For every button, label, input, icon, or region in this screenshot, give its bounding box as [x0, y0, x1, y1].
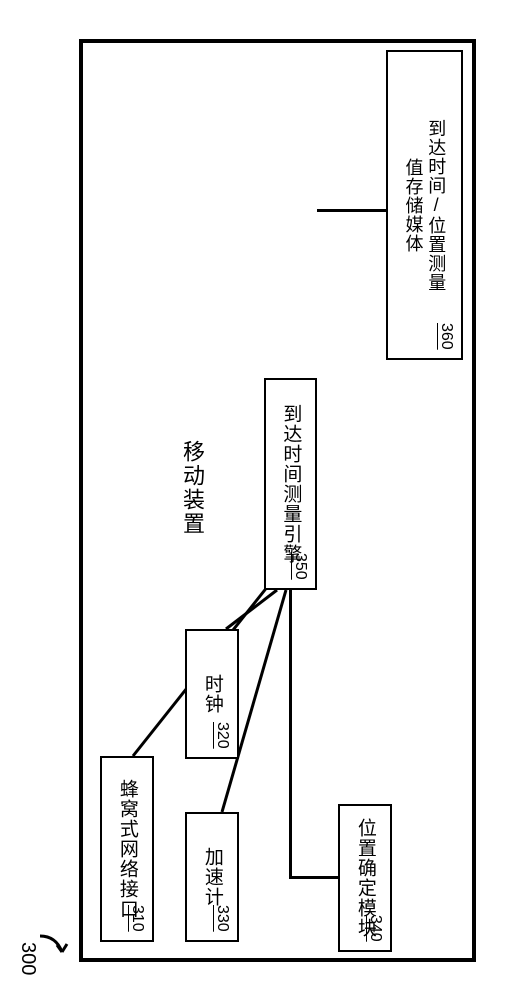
node-label: 时钟: [201, 674, 223, 714]
node-toa-measurement-engine: 到达时间测量引擎 350: [264, 378, 317, 590]
node-position-determination-module: 位置确定模块 340: [338, 804, 392, 952]
arrow-tail-icon: [38, 932, 72, 962]
edge-350-340-h: [289, 876, 338, 879]
figure-number-text: 300: [17, 942, 39, 975]
figure-number: 300: [16, 942, 39, 975]
node-accelerometer: 加速计 330: [185, 812, 239, 942]
node-toa-position-storage-medium: 值存储媒体 到达时间/位置测量 360: [386, 50, 463, 360]
node-id: 340: [366, 915, 384, 942]
node-label: 加速计: [201, 847, 223, 907]
edge-350-340-v: [289, 590, 292, 879]
node-cellular-network-interface: 蜂窝式网络接口 310: [100, 756, 154, 942]
outer-title: 移动装置: [176, 440, 208, 536]
diagram-canvas: 300 移动装置 蜂窝式网络接口 310 时钟 320 加速计 330 位: [0, 0, 507, 1000]
node-clock: 时钟 320: [185, 629, 239, 759]
node-label: 到达时间测量引擎: [280, 404, 302, 564]
outer-title-text: 移动装置: [180, 440, 205, 536]
node-id: 310: [128, 905, 146, 932]
node-id: 350: [291, 553, 309, 580]
edge-350-360: [317, 209, 386, 212]
node-label: 蜂窝式网络接口: [116, 779, 138, 919]
node-id: 330: [213, 905, 231, 932]
node-id: 320: [213, 722, 231, 749]
node-id: 360: [437, 323, 455, 350]
node-label-line-2: 值存储媒体: [403, 158, 424, 253]
node-label-line-1: 到达时间/位置测量: [426, 119, 447, 292]
